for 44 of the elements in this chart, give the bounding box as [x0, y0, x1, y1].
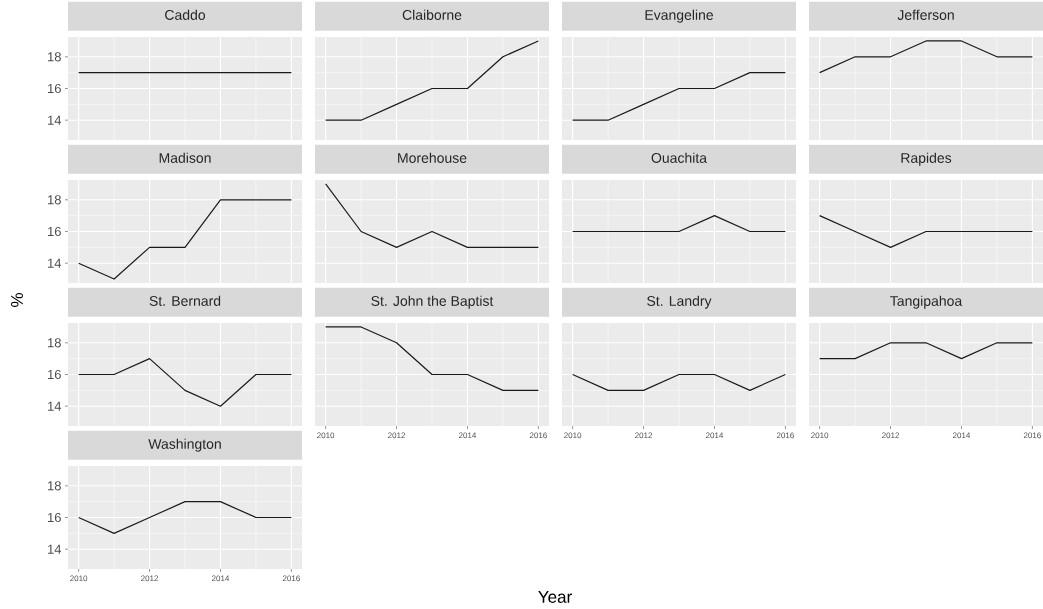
chart-title: Morehouse	[398, 152, 467, 163]
x-tick-label: 2014	[705, 432, 724, 439]
chart-title: Jefferson	[897, 9, 954, 20]
y-tick-label: 14	[48, 401, 62, 411]
x-tick-label: 2010	[811, 432, 829, 439]
y-tick-label: 18	[48, 338, 61, 348]
y-tick-label: 14	[48, 258, 62, 268]
chart-title: Evangeline	[645, 9, 714, 23]
x-tick-label: 2010	[70, 575, 88, 582]
y-tick-label: 14	[48, 115, 62, 125]
x-tick-label: 2014	[211, 575, 230, 582]
x-tick-label: 2010	[317, 432, 335, 439]
chart-title: Ouachita	[651, 152, 708, 163]
x-tick-label: 2012	[388, 432, 406, 439]
x-axis-title: Year	[538, 591, 572, 603]
y-tick-label: 14	[48, 544, 62, 554]
chart-title: Washington	[148, 438, 221, 452]
x-tick-label: 2016	[282, 575, 300, 582]
y-axis-title: %	[11, 293, 23, 307]
chart-title: St. John the Baptist	[371, 295, 494, 309]
chart-title: Claiborne	[402, 9, 462, 20]
x-tick-label: 2014	[458, 432, 477, 439]
chart-title: Tangipahoa	[890, 295, 963, 309]
y-tick-label: 18	[48, 481, 61, 491]
x-tick-label: 2016	[776, 432, 794, 439]
y-tick-label: 18	[48, 195, 61, 205]
x-tick-label: 2014	[952, 432, 971, 439]
x-tick-label: 2016	[1023, 432, 1041, 439]
x-tick-label: 2016	[529, 432, 547, 439]
chart-title: Rapides	[901, 152, 952, 166]
y-tick-label: 16	[48, 369, 61, 380]
chart-title: St. Landry	[647, 295, 712, 309]
y-tick-label: 16	[48, 226, 61, 237]
chart-title: Caddo	[165, 9, 206, 20]
chart-title: Madison	[159, 152, 211, 163]
line-series	[78, 358, 292, 407]
x-tick-label: 2012	[141, 575, 159, 582]
x-tick-label: 2012	[882, 432, 900, 439]
y-tick-label: 18	[48, 52, 61, 62]
chart-title: St. Bernard	[149, 295, 221, 306]
y-tick-label: 16	[48, 512, 61, 523]
x-tick-label: 2012	[635, 432, 653, 439]
x-tick-label: 2010	[564, 432, 582, 439]
y-tick-label: 16	[48, 83, 61, 94]
